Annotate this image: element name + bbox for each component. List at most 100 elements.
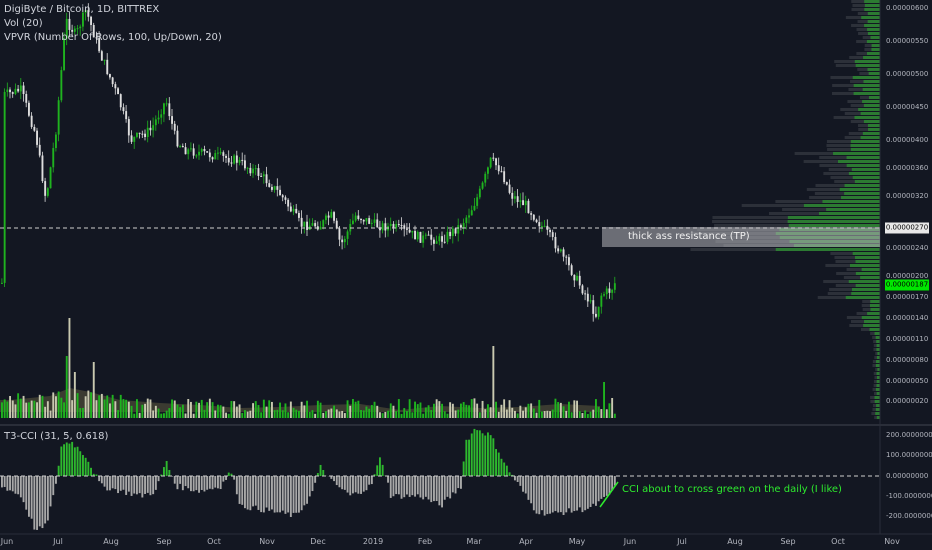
candle-body — [419, 231, 422, 243]
cci-bar — [235, 476, 238, 495]
volume-bar — [208, 398, 211, 418]
candle-body — [584, 293, 587, 295]
vpvr-row-up — [863, 56, 880, 59]
candle-body — [384, 223, 387, 231]
volume-bar — [306, 400, 308, 418]
cci-bar — [146, 476, 149, 493]
candle-body — [586, 293, 589, 302]
price-tick: 0.00000140 — [886, 314, 929, 322]
legend-main-series[interactable]: DigiByte / Bitcoin, 1D, BITTREX — [4, 4, 160, 15]
time-tick: Dec — [310, 537, 326, 546]
volume-bar — [233, 401, 236, 418]
candle-body — [65, 18, 68, 39]
cci-bar — [441, 476, 443, 508]
cci-bar — [511, 474, 514, 476]
candle-body — [338, 228, 341, 240]
candle-body — [562, 249, 565, 257]
candle-body — [192, 148, 195, 156]
legend-cci[interactable]: T3-CCI (31, 5, 0.618) — [4, 431, 109, 442]
volume-bar — [600, 409, 603, 418]
time-tick: Nov — [884, 537, 900, 546]
cci-bar — [446, 476, 449, 497]
cci-bar — [114, 476, 117, 490]
candle-body — [9, 89, 11, 93]
vpvr-row-up — [855, 260, 880, 263]
candle-body — [246, 167, 249, 169]
vpvr-row-up — [876, 348, 880, 351]
candle-body — [565, 256, 568, 258]
candle-body — [200, 149, 203, 152]
vpvr-row-up — [870, 308, 880, 311]
vpvr-row-up — [844, 192, 880, 195]
volume-bar — [122, 399, 125, 418]
volume-bar — [163, 413, 165, 418]
volume-bar — [397, 399, 400, 418]
candle-body — [362, 219, 365, 222]
cci-bar — [95, 474, 98, 476]
cci-bar — [346, 476, 349, 493]
volume-bar — [449, 402, 452, 418]
volume-bar — [492, 346, 495, 418]
price-axis[interactable]: 0.00000600 0.00000550 0.00000500 0.00000… — [882, 0, 932, 530]
volume-bar — [541, 411, 543, 418]
volume-bar — [538, 399, 541, 418]
volume-bar — [314, 413, 317, 418]
legend-vpvr[interactable]: VPVR (Number Of Rows, 100, Up/Down, 20) — [4, 32, 222, 43]
vpvr-row-up — [851, 292, 880, 295]
cci-bar — [46, 476, 49, 521]
vpvr-row-up — [861, 316, 880, 319]
cci-bar — [416, 476, 419, 495]
cci-bar — [92, 473, 95, 476]
volume-bar — [503, 399, 506, 418]
candle-body — [573, 274, 576, 281]
candle-body — [3, 91, 6, 283]
resistance-annotation[interactable]: thick ass resistance (TP) — [602, 227, 880, 247]
volume-bar — [98, 395, 101, 418]
cci-bar — [152, 476, 155, 495]
volume-bar — [322, 412, 325, 418]
candle-body — [595, 313, 597, 317]
cci-bar — [217, 476, 219, 489]
vpvr-row-up — [855, 284, 880, 287]
volume-bar — [346, 400, 349, 418]
cci-bar — [279, 476, 281, 513]
candle-body — [484, 173, 487, 183]
price-candles — [1, 3, 616, 322]
cci-bar — [379, 457, 381, 476]
volume-bar — [100, 393, 103, 418]
volume-bar — [230, 400, 233, 418]
time-tick: Oct — [207, 537, 221, 546]
cci-bar — [230, 473, 233, 476]
cci-bar — [360, 476, 362, 494]
volume-bar — [152, 410, 155, 418]
volume-bar — [454, 410, 457, 418]
volume-bar — [465, 404, 468, 418]
candle-body — [360, 219, 362, 221]
resistance-annotation-text: thick ass resistance (TP) — [628, 231, 750, 242]
volume-bar — [176, 404, 179, 418]
volume-bar — [203, 409, 206, 418]
candle-body — [470, 210, 473, 216]
volume-bar — [308, 411, 311, 418]
time-axis[interactable]: Jun Jul Aug Sep Oct Nov Dec 2019 Feb Mar… — [0, 534, 900, 550]
vpvr-row-up — [818, 212, 880, 215]
volume-bar — [595, 399, 597, 418]
candle-body — [478, 188, 481, 198]
candle-body — [238, 159, 241, 163]
cci-bar — [559, 476, 562, 513]
candle-body — [211, 157, 214, 160]
cci-bar — [457, 476, 460, 489]
volume-bar — [136, 399, 138, 418]
candle-body — [187, 149, 190, 155]
legend-volume[interactable]: Vol (20) — [4, 18, 43, 29]
volume-bar — [284, 403, 287, 418]
vpvr-row-up — [866, 40, 880, 43]
time-tick: Aug — [103, 537, 119, 546]
cci-bar — [489, 435, 492, 476]
vpvr-row-up — [853, 92, 880, 95]
candle-body — [303, 221, 306, 227]
candle-body — [514, 196, 516, 199]
cci-annotation[interactable]: CCI about to cross green on the daily (I… — [622, 484, 842, 495]
volume-bar — [44, 406, 47, 418]
